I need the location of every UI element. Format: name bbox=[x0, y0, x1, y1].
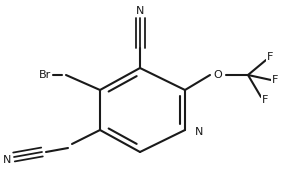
Text: Br: Br bbox=[39, 70, 51, 80]
Text: F: F bbox=[272, 75, 278, 85]
Text: N: N bbox=[3, 155, 11, 165]
Text: O: O bbox=[214, 70, 223, 80]
Text: F: F bbox=[267, 52, 273, 62]
Text: N: N bbox=[136, 6, 144, 16]
Text: F: F bbox=[262, 95, 268, 105]
Text: N: N bbox=[195, 127, 203, 137]
